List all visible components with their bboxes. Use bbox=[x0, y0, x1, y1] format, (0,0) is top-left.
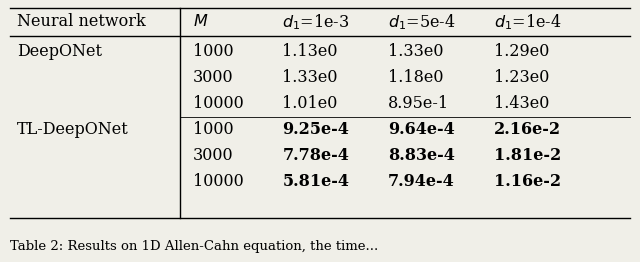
Text: 10000: 10000 bbox=[193, 173, 244, 190]
Text: Table 2: Results on 1D Allen-Cahn equation, the time...: Table 2: Results on 1D Allen-Cahn equati… bbox=[10, 240, 378, 253]
Text: 3000: 3000 bbox=[193, 148, 234, 165]
Text: 1.23e0: 1.23e0 bbox=[493, 69, 549, 86]
Text: $d_1$=1e-4: $d_1$=1e-4 bbox=[493, 12, 561, 32]
Text: 7.78e-4: 7.78e-4 bbox=[282, 148, 349, 165]
Text: 10000: 10000 bbox=[193, 96, 244, 112]
Text: 7.94e-4: 7.94e-4 bbox=[388, 173, 455, 190]
Text: 8.83e-4: 8.83e-4 bbox=[388, 148, 455, 165]
Text: 3000: 3000 bbox=[193, 69, 234, 86]
Text: 1.33e0: 1.33e0 bbox=[282, 69, 338, 86]
Text: DeepONet: DeepONet bbox=[17, 43, 102, 61]
Text: TL-DeepONet: TL-DeepONet bbox=[17, 122, 129, 139]
Text: $d_1$=1e-3: $d_1$=1e-3 bbox=[282, 12, 349, 32]
Text: 9.64e-4: 9.64e-4 bbox=[388, 122, 455, 139]
Text: 1.29e0: 1.29e0 bbox=[493, 43, 549, 61]
Text: 1000: 1000 bbox=[193, 43, 234, 61]
Text: 5.81e-4: 5.81e-4 bbox=[282, 173, 349, 190]
Text: 1000: 1000 bbox=[193, 122, 234, 139]
Text: 1.16e-2: 1.16e-2 bbox=[493, 173, 561, 190]
Text: $d_1$=5e-4: $d_1$=5e-4 bbox=[388, 12, 456, 32]
Text: 1.33e0: 1.33e0 bbox=[388, 43, 444, 61]
Text: $M$: $M$ bbox=[193, 14, 208, 30]
Text: Neural network: Neural network bbox=[17, 14, 145, 30]
Text: 1.43e0: 1.43e0 bbox=[493, 96, 549, 112]
Text: 1.01e0: 1.01e0 bbox=[282, 96, 338, 112]
Text: 8.95e-1: 8.95e-1 bbox=[388, 96, 449, 112]
Text: 2.16e-2: 2.16e-2 bbox=[493, 122, 561, 139]
Text: 1.81e-2: 1.81e-2 bbox=[493, 148, 561, 165]
Text: 1.18e0: 1.18e0 bbox=[388, 69, 444, 86]
Text: 9.25e-4: 9.25e-4 bbox=[282, 122, 349, 139]
Text: 1.13e0: 1.13e0 bbox=[282, 43, 338, 61]
